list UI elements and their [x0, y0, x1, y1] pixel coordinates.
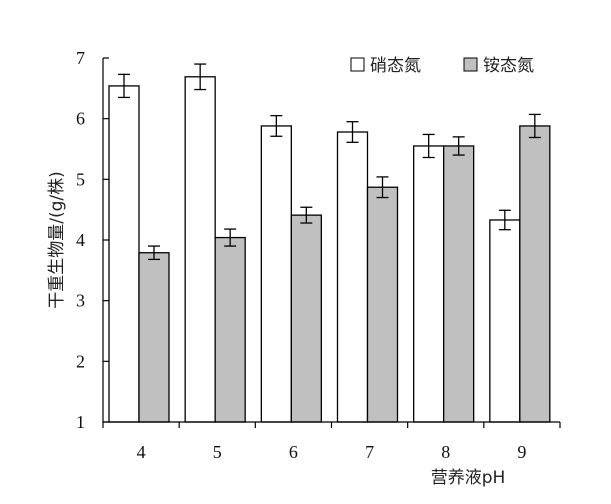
legend-swatch-nitrate	[350, 57, 365, 72]
bar-nitrate	[336, 131, 369, 423]
legend: 硝态氮 铵态氮	[350, 56, 534, 76]
x-tick-label: 7	[365, 442, 374, 462]
x-tick-label: 6	[289, 442, 298, 462]
bar-nitrate	[413, 145, 445, 423]
x-axis: 4 5 6 7 8 9	[102, 421, 561, 462]
x-tick-label: 9	[517, 442, 526, 462]
bar-nitrate	[108, 85, 140, 423]
y-tick-label: 1	[76, 412, 85, 432]
bar-ammonium	[366, 186, 399, 423]
y-axis-title: 干重生物量/(g/株)	[47, 171, 67, 309]
x-axis-title: 营养液pH	[431, 468, 506, 488]
bar-nitrate	[489, 219, 521, 423]
bar-ammonium	[443, 145, 475, 423]
bar-nitrate	[184, 76, 216, 423]
legend-swatch-ammonium	[463, 57, 478, 72]
bar-ammonium	[519, 125, 551, 423]
x-tick-label: 4	[137, 442, 146, 462]
x-tick-label: 5	[213, 442, 222, 462]
legend-label-ammonium: 铵态氮	[483, 56, 534, 76]
y-tick-label: 4	[76, 230, 85, 250]
bar-ammonium	[138, 252, 170, 423]
x-tick-label: 8	[441, 442, 450, 462]
bar-ammonium	[214, 236, 246, 423]
y-axis: 1 2 3 4 5 6 7	[76, 48, 109, 432]
y-tick-label: 2	[76, 351, 85, 371]
y-tick-label: 5	[76, 169, 85, 189]
y-tick-label: 3	[76, 291, 85, 311]
y-tick-label: 6	[76, 109, 85, 129]
legend-label-nitrate: 硝态氮	[370, 56, 421, 76]
y-tick-label: 7	[76, 48, 85, 68]
bar-nitrate	[260, 125, 292, 423]
plot-area	[108, 63, 551, 423]
bar-ammonium	[290, 214, 322, 423]
